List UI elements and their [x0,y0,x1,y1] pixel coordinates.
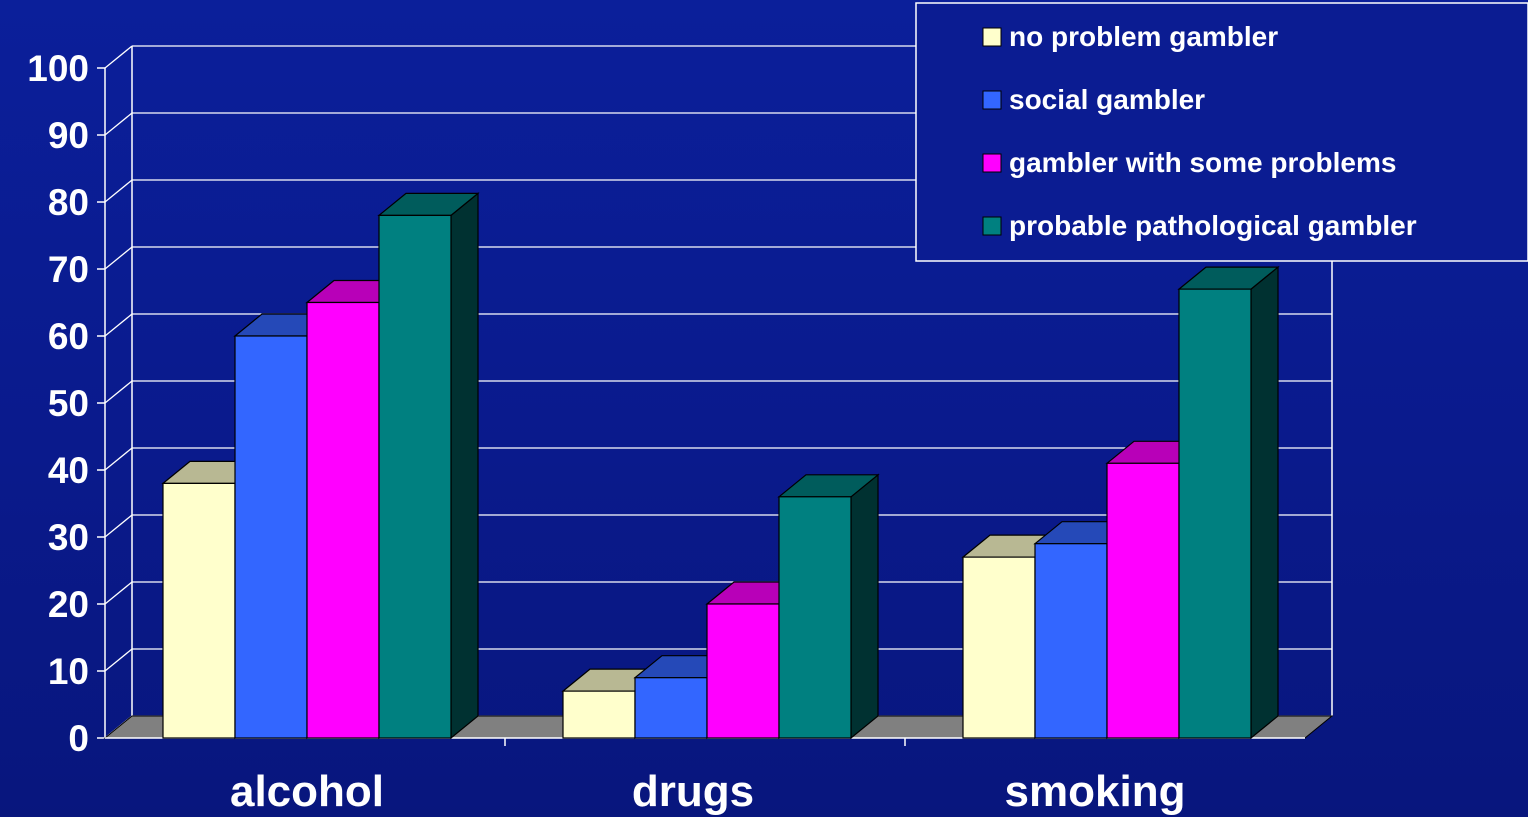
side-wall-gridline [104,447,133,471]
side-wall-gridline [104,313,133,337]
bar [777,473,880,740]
y-tick-label: 0 [68,718,89,759]
bar-front [1034,543,1108,739]
legend-swatch [982,90,1002,110]
x-category-label: alcohol [230,767,384,816]
x-category-label: smoking [1005,767,1186,816]
bar-front [234,335,308,739]
bar-side [850,473,879,740]
bar-front [378,214,452,739]
bar-side [1250,265,1279,740]
legend-swatch [982,216,1002,236]
side-wall-gridline [104,112,133,136]
bar-front [162,482,236,739]
y-tick-label: 40 [48,450,89,491]
chart-bars [161,192,1280,740]
y-tick-label: 30 [48,517,89,558]
x-axis-labels: alcohol drugs smoking [230,767,1185,816]
bar-side [450,192,479,740]
bar-front [1106,462,1180,739]
bar-front [962,556,1036,739]
legend-swatch [982,27,1002,47]
legend-label: gambler with some problems [1009,147,1396,178]
bar [1177,265,1280,740]
side-wall-gridline [104,648,133,672]
bar-front [778,496,852,739]
y-axis-labels: 0 10 20 30 40 50 60 70 80 90 100 [27,48,89,759]
bar [377,192,480,740]
y-tick-label: 60 [48,316,89,357]
side-wall-gridline [104,246,133,270]
legend-label: no problem gambler [1009,21,1278,52]
bar-front [1178,288,1252,739]
side-wall-gridline [104,179,133,203]
y-tick-label: 50 [48,383,89,424]
y-tick-label: 70 [48,249,89,290]
side-wall-gridline [104,380,133,404]
bar-front [562,690,636,739]
bar-front [634,677,708,739]
side-wall-gridline [104,45,133,69]
y-tick-label: 20 [48,584,89,625]
side-wall-gridline [104,581,133,605]
legend-label: social gambler [1009,84,1205,115]
legend-box [915,2,1528,262]
y-tick-label: 90 [48,115,89,156]
x-category-label: drugs [632,767,754,816]
legend: no problem gambler social gambler gambler … [915,2,1528,262]
y-tick-label: 100 [27,48,89,89]
legend-swatch [982,153,1002,173]
y-tick-label: 80 [48,182,89,223]
legend-label: probable pathological gambler [1009,210,1417,241]
bar-front [706,603,780,739]
bar-front [306,301,380,739]
side-wall-gridline [104,514,133,538]
y-tick-label: 10 [48,651,89,692]
